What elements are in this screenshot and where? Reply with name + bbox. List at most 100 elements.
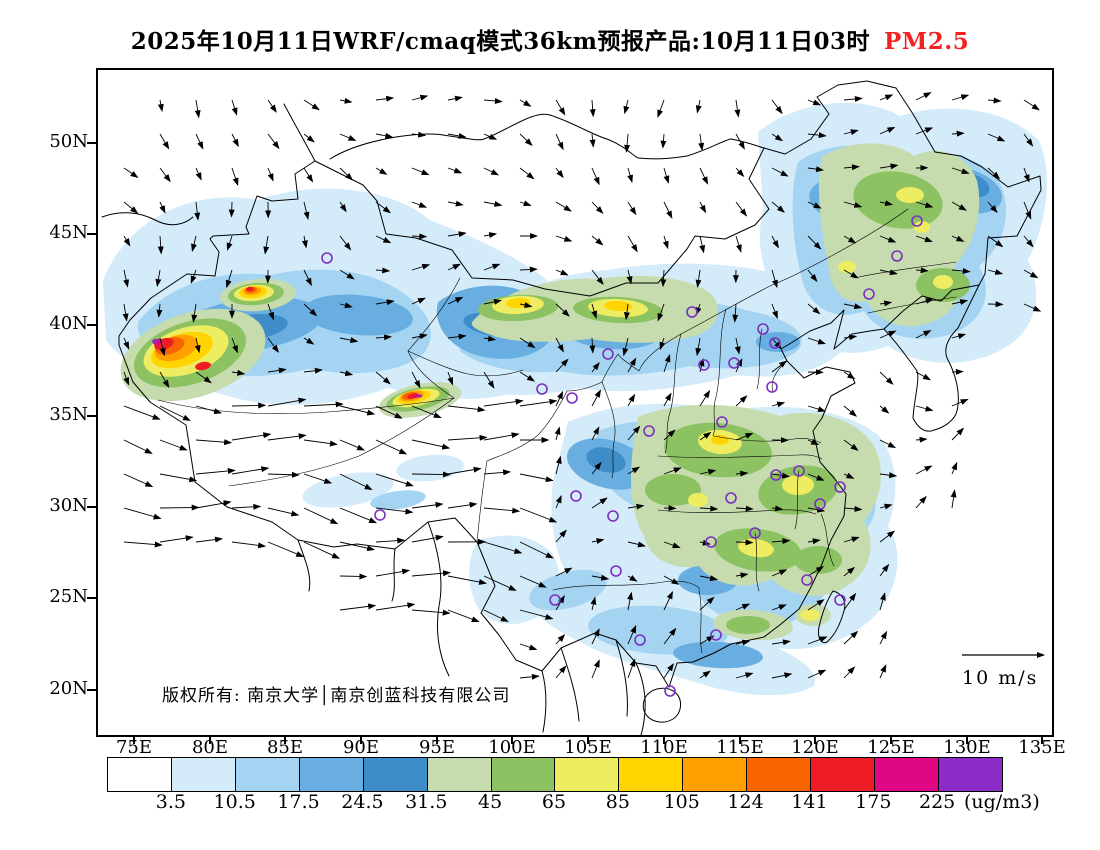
colorbar-tick-label: 105	[663, 791, 700, 813]
colorbar-tick-label: 225	[919, 791, 956, 813]
colorbar-segment	[810, 758, 875, 791]
lon-tick-label: 85E	[266, 737, 304, 758]
colorbar-tick-label: 141	[791, 791, 828, 813]
lon-tick-label: 80E	[191, 737, 229, 758]
station-marker	[686, 306, 698, 318]
colorbar-segment	[362, 758, 427, 791]
station-marker	[536, 383, 548, 395]
lon-tick-label: 95E	[418, 737, 456, 758]
station-marker	[705, 536, 717, 548]
wind-scale-legend: 10 m/s	[962, 652, 1045, 689]
lat-tick-label: 45N	[49, 222, 88, 243]
colorbar-segment	[490, 758, 555, 791]
province-borders	[157, 208, 957, 654]
mongolia-russia-border	[329, 113, 765, 160]
lon-tick-mark	[739, 737, 741, 744]
lon-tick-label: 125E	[867, 737, 915, 758]
title-text: 2025年10月11日WRF/cmaq模式36km预报产品:10月11日03时	[130, 28, 871, 55]
colorbar-tick-label: 65	[541, 791, 567, 813]
lon-tick-label: 105E	[564, 737, 612, 758]
colorbar-unit-label: (ug/m3)	[964, 791, 1040, 813]
lon-tick-mark	[133, 737, 135, 744]
title-pollutant: PM2.5	[884, 28, 970, 55]
colorbar-segment	[554, 758, 619, 791]
colorbar-segment	[682, 758, 747, 791]
lon-tick-mark	[360, 737, 362, 744]
station-marker	[863, 288, 875, 300]
station-marker	[549, 594, 561, 606]
colorbar-segment	[874, 758, 938, 791]
station-marker	[911, 215, 923, 227]
colorbar-tick-label: 10.5	[213, 791, 256, 813]
korea-outline	[883, 284, 980, 432]
station-marker	[664, 685, 676, 697]
lat-tick-label: 20N	[49, 678, 88, 699]
lat-tick-mark	[87, 597, 96, 599]
lon-tick-label: 130E	[943, 737, 991, 758]
station-marker	[757, 323, 769, 335]
station-marker	[610, 565, 622, 577]
lon-tick-mark	[209, 737, 211, 744]
lon-tick-label: 115E	[716, 737, 764, 758]
station-marker	[698, 359, 710, 371]
lat-tick-mark	[87, 233, 96, 235]
station-marker	[374, 509, 386, 521]
lat-tick-label: 25N	[49, 586, 88, 607]
station-marker	[710, 629, 722, 641]
colorbar-tick-label: 175	[855, 791, 892, 813]
lon-tick-mark	[436, 737, 438, 744]
station-marker	[716, 416, 728, 428]
station-marker	[602, 348, 614, 360]
lat-tick-mark	[87, 689, 96, 691]
lon-tick-label: 135E	[1018, 737, 1066, 758]
china-pm25-map: 版权所有: 南京大学│南京创蓝科技有限公司 10 m/s	[101, 80, 1047, 735]
station-marker	[770, 469, 782, 481]
lon-tick-mark	[511, 737, 513, 744]
lon-tick-label: 100E	[488, 737, 536, 758]
colorbar-tick-label: 17.5	[277, 791, 320, 813]
station-markers	[321, 215, 923, 697]
lon-tick-label: 110E	[640, 737, 688, 758]
country-borders	[101, 80, 1042, 735]
colorbar-segment	[108, 758, 171, 791]
lat-tick-mark	[87, 324, 96, 326]
wind-scale-label: 10 m/s	[962, 667, 1038, 689]
colorbar-tick-label: 3.5	[155, 791, 186, 813]
lon-tick-label: 90E	[342, 737, 380, 758]
kazakh-border	[283, 103, 316, 162]
colorbar-segment	[170, 758, 235, 791]
colorbar-segment	[426, 758, 491, 791]
china-outline	[118, 80, 1042, 688]
colorbar-segment	[746, 758, 811, 791]
lat-tick-mark	[87, 415, 96, 417]
lon-tick-mark	[966, 737, 968, 744]
lon-tick-mark	[663, 737, 665, 744]
station-marker	[801, 574, 813, 586]
colorbar-segment	[234, 758, 299, 791]
station-marker	[570, 490, 582, 502]
hainan-island	[642, 687, 681, 723]
lat-tick-label: 30N	[49, 495, 88, 516]
station-marker	[766, 381, 778, 393]
lon-tick-mark	[284, 737, 286, 744]
station-marker	[793, 465, 805, 477]
lat-tick-label: 35N	[49, 404, 88, 425]
station-marker	[814, 498, 826, 510]
station-marker	[725, 492, 737, 504]
lat-tick-label: 50N	[49, 131, 88, 152]
lon-tick-mark	[814, 737, 816, 744]
lon-tick-label: 75E	[115, 737, 153, 758]
wind-arrows	[122, 92, 1042, 680]
station-marker	[643, 425, 655, 437]
lat-tick-mark	[87, 142, 96, 144]
station-marker	[607, 510, 619, 522]
colorbar-segment	[298, 758, 363, 791]
station-marker	[634, 634, 646, 646]
lon-tick-mark	[587, 737, 589, 744]
copyright-text: 版权所有: 南京大学│南京创蓝科技有限公司	[162, 685, 510, 706]
lake-balkhash	[101, 212, 194, 226]
station-marker	[749, 527, 761, 539]
station-marker	[834, 594, 846, 606]
colorbar-tick-label: 31.5	[405, 791, 448, 813]
